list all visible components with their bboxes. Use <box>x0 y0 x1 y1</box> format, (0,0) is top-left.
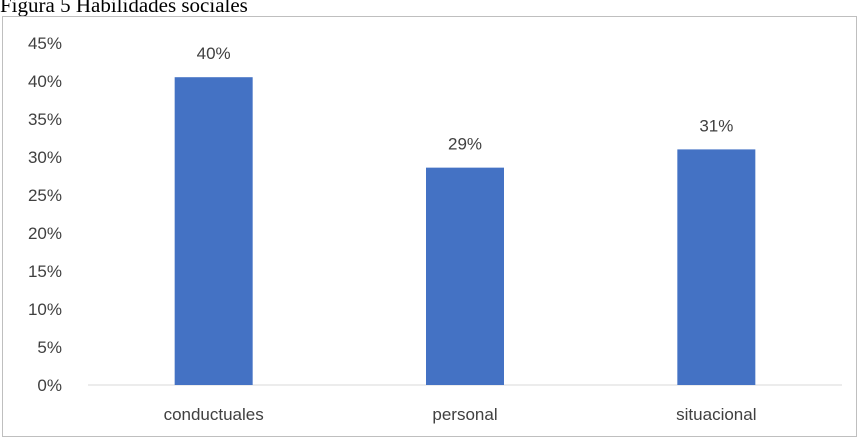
data-labels: 40% 29% 31% <box>197 44 734 153</box>
y-tick-label: 30% <box>28 148 62 167</box>
y-tick-label: 35% <box>28 110 62 129</box>
y-tick-label: 15% <box>28 262 62 281</box>
y-axis-tick-labels: 0% 5% 10% 15% 20% 25% 30% 35% 40% 45% <box>28 34 62 395</box>
figure-caption: Figura 5 Habilidades sociales <box>0 0 248 17</box>
bar-situacional <box>677 149 756 385</box>
y-tick-label: 10% <box>28 300 62 319</box>
y-tick-label: 40% <box>28 72 62 91</box>
data-label-conductuales: 40% <box>197 44 231 63</box>
data-label-situacional: 31% <box>699 116 733 135</box>
category-label-conductuales: conductuales <box>164 405 264 424</box>
category-label-personal: personal <box>432 405 497 424</box>
y-tick-label: 0% <box>37 376 62 395</box>
y-tick-label: 45% <box>28 34 62 53</box>
y-tick-label: 20% <box>28 224 62 243</box>
bar-personal <box>426 167 504 385</box>
bar-conductuales <box>174 77 253 385</box>
bar-series <box>174 77 756 385</box>
y-tick-label: 25% <box>28 186 62 205</box>
x-axis-category-labels: conductuales personal situacional <box>164 405 757 424</box>
data-label-personal: 29% <box>448 135 482 154</box>
category-label-situacional: situacional <box>676 405 756 424</box>
y-tick-label: 5% <box>37 338 62 357</box>
